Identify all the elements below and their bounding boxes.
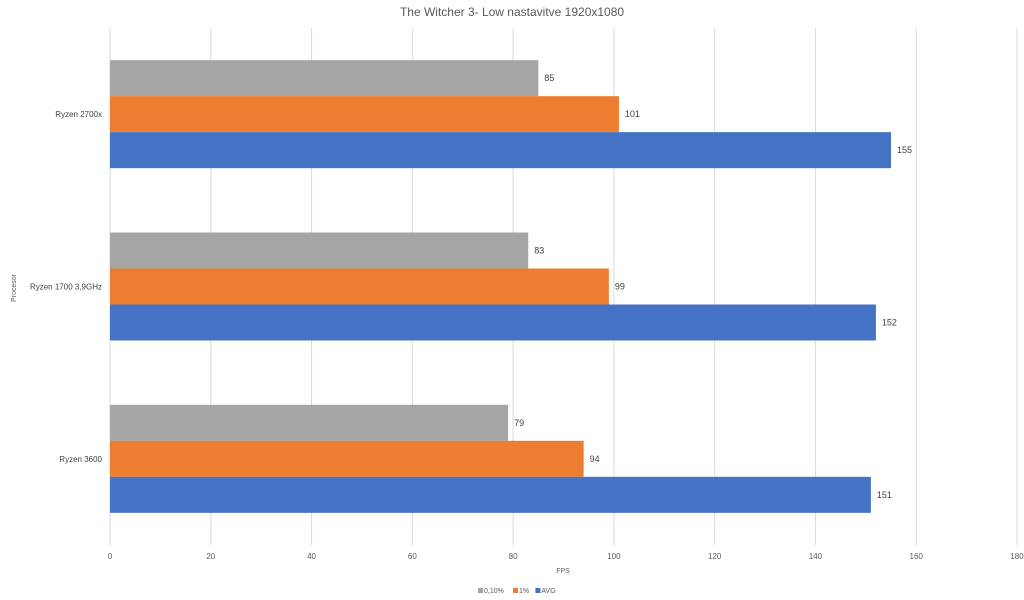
category-label: Ryzen 3600 (59, 455, 102, 464)
legend-swatch (478, 588, 483, 593)
category-label: Ryzen 2700x (55, 110, 102, 119)
x-tick-labels: 0 20 40 60 80 100 120 140 160 180 (108, 552, 1024, 561)
x-tick-label: 180 (1010, 552, 1024, 561)
legend-swatch (535, 588, 541, 593)
x-tick-label: 120 (708, 552, 722, 561)
category-label: Ryzen 1700 3,9GHz (30, 283, 102, 292)
x-tick-label: 80 (509, 552, 518, 561)
x-tick-label: 40 (307, 552, 316, 561)
data-label: 83 (534, 246, 544, 256)
bar (110, 96, 619, 133)
bars (110, 60, 892, 513)
chart-title: The Witcher 3- Low nastavitve 1920x1080 (400, 5, 624, 19)
x-tick-label: 140 (809, 552, 823, 561)
data-label: 101 (625, 109, 640, 119)
x-tick-label: 60 (408, 552, 417, 561)
legend-label: 1% (519, 588, 529, 595)
bar (110, 440, 584, 477)
bar (110, 304, 876, 341)
bar (110, 404, 509, 441)
bar (110, 476, 871, 513)
data-label: 79 (514, 418, 524, 428)
data-label: 85 (544, 73, 554, 83)
legend: 0,10% 1% AVG (478, 588, 556, 595)
legend-swatch (513, 588, 518, 593)
data-label: 99 (615, 282, 625, 292)
x-tick-label: 20 (206, 552, 215, 561)
legend-label: 0,10% (484, 588, 504, 595)
data-label: 155 (897, 145, 912, 155)
legend-label: AVG (541, 588, 555, 595)
data-label: 94 (590, 454, 600, 464)
bar (110, 268, 609, 305)
data-label: 152 (882, 318, 897, 328)
x-axis-title: FPS (556, 568, 570, 575)
bar (110, 232, 529, 269)
x-tick-label: 100 (607, 552, 621, 561)
x-tick-label: 0 (108, 552, 113, 561)
x-tick-label: 160 (910, 552, 924, 561)
bar (110, 132, 892, 169)
category-labels: Ryzen 2700x Ryzen 1700 3,9GHz Ryzen 3600 (30, 110, 103, 464)
y-axis-title: Procesor (11, 273, 18, 302)
data-labels: 85 101 155 83 99 152 79 94 151 (514, 73, 912, 500)
bar (110, 60, 539, 97)
data-label: 151 (877, 490, 892, 500)
